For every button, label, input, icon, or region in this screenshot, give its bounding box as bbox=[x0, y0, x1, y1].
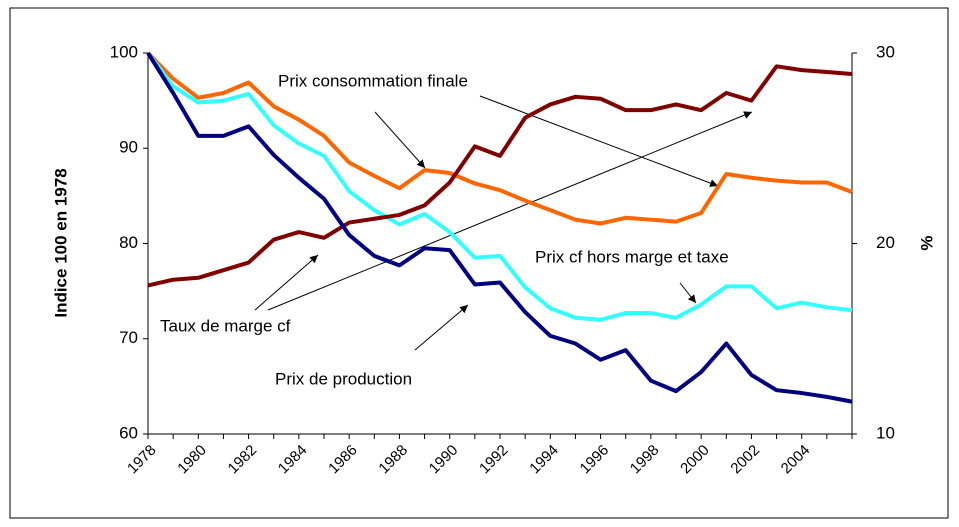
y-tick-label: 100 bbox=[110, 42, 138, 61]
arrows bbox=[254, 95, 753, 351]
y2-tick-label: 30 bbox=[876, 42, 895, 61]
series-annotation: Prix de production bbox=[275, 369, 412, 388]
y-tick-label: 70 bbox=[119, 328, 138, 347]
y-axis-title: Indice 100 en 1978 bbox=[51, 168, 70, 317]
frame bbox=[9, 7, 949, 519]
arrow bbox=[374, 111, 426, 169]
y2-tick-label: 20 bbox=[876, 233, 895, 252]
series-line bbox=[147, 64, 853, 288]
series-annotation: Taux de marge cf bbox=[160, 316, 291, 335]
arrow bbox=[479, 95, 719, 187]
arrow bbox=[414, 304, 469, 351]
arrow bbox=[679, 282, 697, 304]
series-line bbox=[146, 51, 853, 404]
y-tick-label: 80 bbox=[119, 233, 138, 252]
y2-tick-label: 10 bbox=[876, 423, 895, 442]
y2-axis-title: % bbox=[917, 235, 936, 250]
y-tick-label: 90 bbox=[119, 138, 138, 157]
series-line bbox=[146, 51, 853, 226]
series-line bbox=[146, 51, 853, 322]
arrow bbox=[267, 111, 753, 311]
arrow bbox=[254, 254, 319, 311]
series-annotation: Prix consommation finale bbox=[278, 71, 468, 90]
series-annotation: Prix cf hors marge et taxe bbox=[535, 247, 729, 266]
y-tick-label: 60 bbox=[119, 423, 138, 442]
